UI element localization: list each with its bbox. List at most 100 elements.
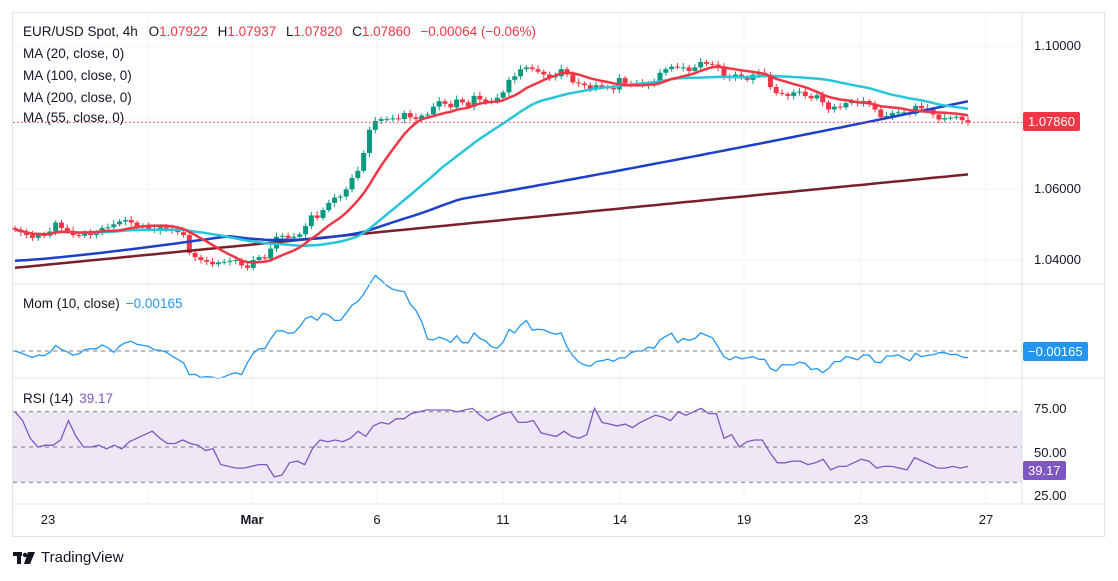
candle [663,67,669,76]
candle [122,216,128,226]
candle [518,64,524,80]
candle [436,97,442,111]
candle-body [413,117,419,120]
high-label: H [217,24,228,39]
candle-body [953,116,959,118]
candle-body [663,69,669,73]
candle-body [58,222,64,228]
candle-body [919,105,925,109]
candle [948,115,954,121]
ma55-legend[interactable]: MA (55, close, 0) [23,110,125,125]
candle-body [669,66,675,70]
momentum-line [13,274,1022,380]
candle-body [355,170,361,178]
candle-body [215,262,221,265]
candle-body [250,260,256,268]
candle-body [134,222,140,228]
candle-body [407,113,413,118]
candle-body [105,227,111,229]
brand[interactable]: TradingView [13,549,124,566]
candle-body [366,129,372,153]
candle-body [837,106,843,108]
candle-body [680,67,686,69]
candle [535,65,541,74]
candle-body [308,215,314,227]
candle [401,110,407,124]
candle-body [767,74,773,88]
candle-body [721,67,727,77]
rsi-line [14,406,969,478]
candle [24,228,30,239]
candle-body [843,103,849,108]
candle-body [808,95,814,99]
candle [889,110,895,120]
candle-body [64,227,70,231]
ma20-legend[interactable]: MA (20, close, 0) [23,46,125,61]
rsi-tick-label: 75.00 [1034,401,1067,416]
candle [500,90,506,100]
candle-body [512,76,518,80]
candle-body [146,226,152,229]
ma100-legend[interactable]: MA (100, close, 0) [23,68,132,83]
candle [785,91,791,100]
candle-body [506,79,512,93]
candle-body [12,227,18,230]
candle [593,81,599,92]
candle-body [570,74,576,83]
candle-body [698,62,704,68]
candle [111,220,117,230]
candle [320,207,326,221]
rsi-band [13,411,1022,483]
candle-body [419,115,425,120]
candle [674,63,680,70]
mom-legend[interactable]: Mom (10, close) −0.00165 [23,296,182,311]
tradingview-logo-icon [13,551,35,564]
candle [669,63,675,72]
candle-body [332,197,338,203]
candle [581,81,587,89]
candle [303,223,309,238]
candle-body [529,67,535,70]
candle-body [889,113,895,116]
candle-body [337,196,343,198]
candle-body [547,74,553,78]
candle [349,174,355,193]
candle-body [239,260,245,266]
candle-body [465,102,471,107]
candle [709,60,715,67]
candle [355,166,361,181]
candle-body [430,106,436,115]
brand-name: TradingView [41,549,124,566]
candle-body [204,260,210,262]
candle [134,220,140,231]
high-value: 1.07937 [227,24,277,39]
time-tick-label: 23 [40,512,56,527]
candle [215,260,221,267]
candle-body [820,95,826,103]
candle [58,219,64,232]
candle-body [343,189,349,197]
candle [448,100,454,111]
candle-body [285,235,291,238]
candle [512,72,518,84]
candle-body [24,232,30,236]
candle-body [576,82,582,84]
candle [366,126,372,157]
candle-body [82,233,88,236]
candle-body [221,261,227,263]
candle-body [552,76,558,78]
candle [826,100,832,114]
candle [88,229,94,239]
candle-body [163,227,169,229]
ma200-legend[interactable]: MA (200, close, 0) [23,90,132,105]
candle-body [826,102,832,110]
candle [378,116,384,125]
candle-body [622,78,628,84]
mom-value: −0.00165 [125,296,183,311]
rsi-legend[interactable]: RSI (14) 39.17 [23,391,113,406]
candle [802,87,808,99]
candle-body [279,235,285,237]
rsi-label: RSI (14) [23,391,74,406]
symbol-legend: EUR/USD Spot, 4h O1.07922 H1.07937 L1.07… [23,24,536,39]
